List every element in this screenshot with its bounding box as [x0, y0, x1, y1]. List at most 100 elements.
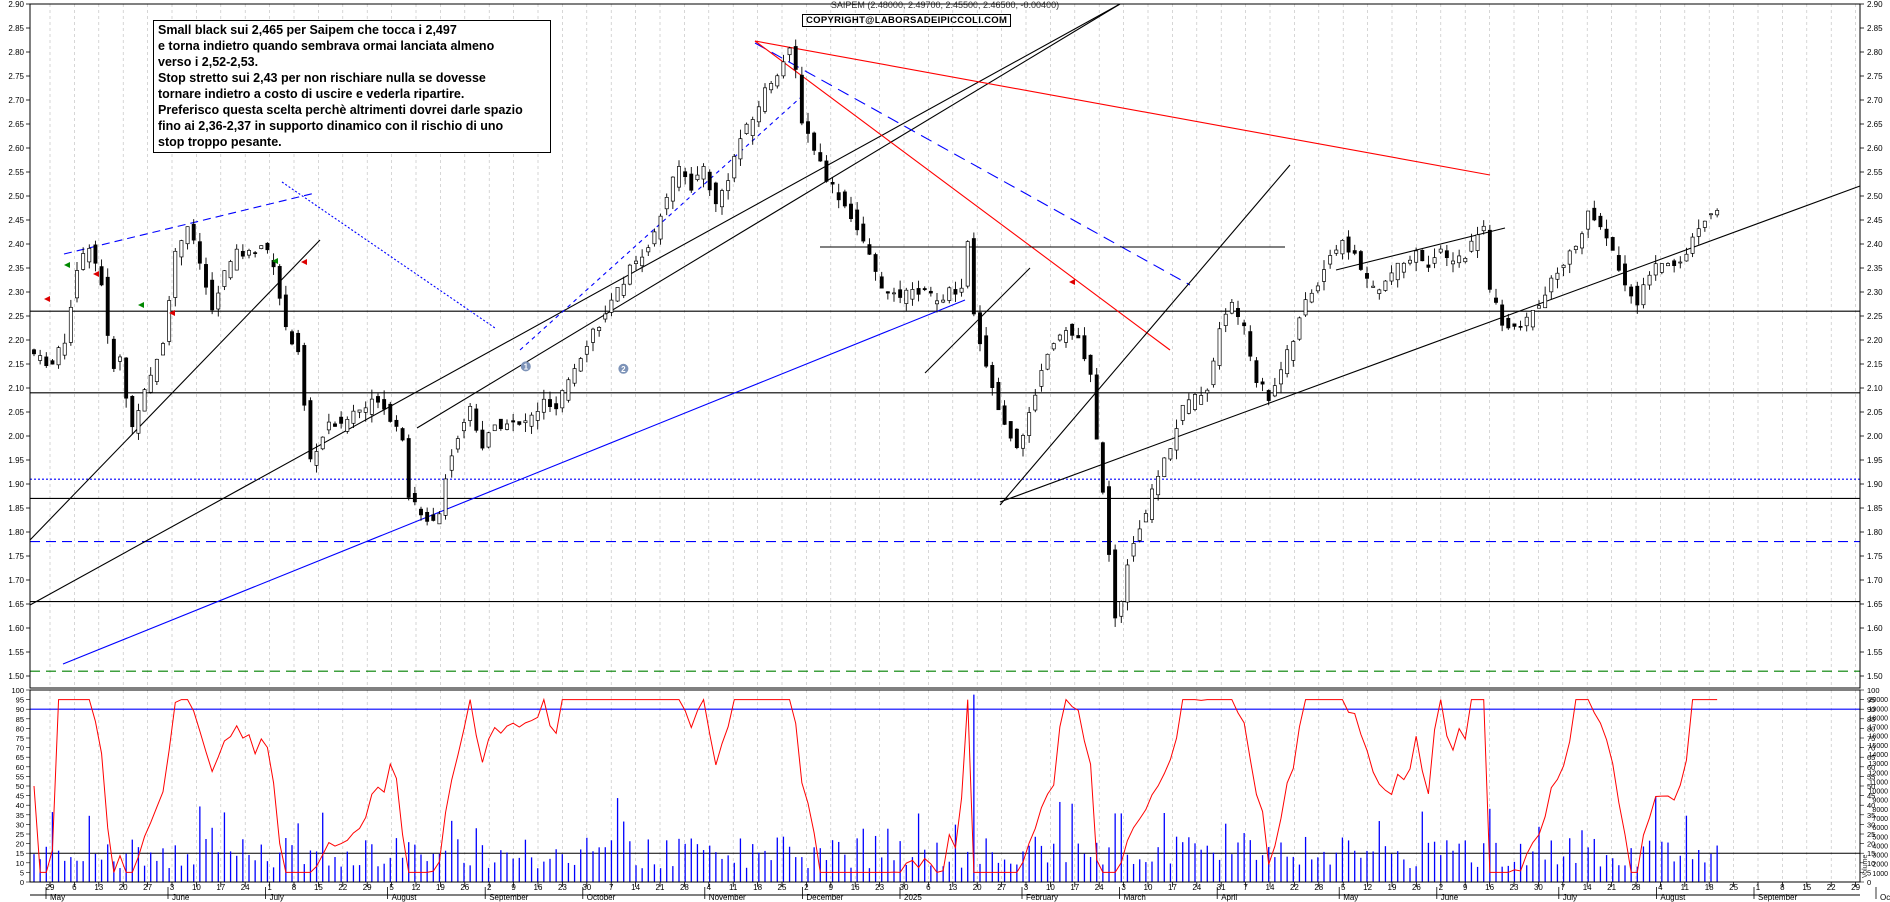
analysis-line: e torna indietro quando sembrava ormai l…: [158, 39, 495, 53]
candle-body: [320, 436, 325, 450]
candle-body: [302, 345, 307, 406]
candle-body: [720, 190, 724, 208]
candle-body: [535, 411, 540, 421]
candle-body: [584, 346, 589, 355]
signal-arrow-icon: [301, 259, 307, 265]
day-tick-label: 13: [94, 883, 103, 892]
candle-body: [1487, 229, 1492, 290]
day-tick-label: 3: [1024, 883, 1029, 892]
day-tick-label: 22: [1290, 883, 1299, 892]
candle-body: [591, 328, 595, 343]
oscillator-tick-label: 65: [16, 753, 24, 762]
candle-body: [1322, 269, 1326, 282]
candle-body: [449, 455, 454, 471]
candle-body: [1561, 264, 1566, 269]
day-tick-label: 19: [1388, 883, 1397, 892]
candle-body: [216, 292, 221, 310]
candle-body: [247, 250, 251, 256]
candle-body: [363, 407, 368, 413]
price-tick-label: 1.70: [1867, 576, 1883, 585]
day-tick-label: 17: [1168, 883, 1177, 892]
oscillator-tick-label: 0: [1867, 878, 1871, 887]
candle-body: [1481, 225, 1486, 232]
day-tick-label: 17: [216, 883, 225, 892]
trend-line: [62, 299, 966, 665]
month-label: 2025: [904, 893, 922, 902]
candle-body: [1414, 250, 1419, 263]
oscillator-tick-label: 45: [1867, 792, 1875, 801]
price-tick-label: 1.70: [8, 576, 24, 585]
oscillator-line: [33, 697, 1718, 873]
candle-body: [677, 166, 681, 188]
day-tick-label: 3: [170, 883, 175, 892]
candle-body: [93, 244, 98, 264]
oscillator-tick-label: 85: [16, 715, 24, 724]
candle-body: [185, 226, 190, 245]
day-tick-label: 2: [1439, 883, 1444, 892]
trend-line: [999, 164, 1291, 506]
candle-body: [1315, 285, 1320, 292]
candle-body: [627, 264, 632, 285]
candle-body: [339, 416, 344, 424]
day-tick-label: 9: [511, 883, 516, 892]
candle-body: [971, 238, 976, 315]
candle-body: [1438, 248, 1443, 253]
candle-body: [369, 398, 374, 415]
day-tick-label: 10: [192, 883, 201, 892]
candle-body: [1205, 389, 1210, 394]
candle-body: [1696, 228, 1701, 237]
oscillator-tick-label: 10: [16, 859, 24, 868]
oscillator-tick-label: 100: [11, 686, 24, 695]
oscillator-series-line: [33, 697, 1718, 873]
signal-arrow-icon: [93, 271, 99, 277]
candle-body: [892, 292, 896, 295]
volume-tick-label: 6000: [1872, 825, 1888, 832]
candle-body: [750, 119, 755, 136]
day-tick-label: 2: [804, 883, 809, 892]
price-tick-label: 2.70: [1867, 96, 1883, 105]
candle-body: [1051, 343, 1056, 350]
oscillator-tick-label: 100: [1867, 686, 1880, 695]
price-tick-label: 2.00: [8, 432, 24, 441]
candle-body: [701, 166, 706, 180]
oscillator-tick-label: 60: [16, 763, 24, 772]
candle-body: [1334, 249, 1339, 254]
candle-body: [443, 478, 448, 516]
volume-tick-label: 19000: [1869, 706, 1889, 713]
candle-body: [953, 289, 958, 295]
candle-body: [1094, 374, 1099, 440]
candle-body: [505, 423, 509, 430]
candle-body: [763, 87, 767, 112]
trend-line: [754, 40, 1171, 351]
candle-body: [1248, 331, 1253, 357]
price-tick-label: 2.20: [8, 336, 24, 345]
candle-body: [38, 355, 43, 361]
candle-body: [812, 132, 817, 151]
day-tick-label: 20: [973, 883, 982, 892]
signal-arrow-icon: [169, 310, 175, 316]
candle-body: [1076, 335, 1081, 339]
volume-tick-label: 5000: [1872, 834, 1888, 841]
candle-body: [830, 181, 835, 185]
candle-body: [1463, 258, 1468, 263]
candle-body: [1199, 395, 1204, 405]
volume-tick-label: 3000: [1872, 853, 1888, 860]
price-tick-label: 2.65: [1867, 120, 1883, 129]
candle-body: [376, 396, 380, 403]
candle-body: [259, 245, 264, 250]
candle-body: [578, 358, 583, 372]
price-tick-label: 2.50: [8, 192, 24, 201]
candle-body: [1702, 220, 1707, 228]
candle-body: [523, 420, 528, 424]
candle-body: [1358, 251, 1363, 270]
day-tick-label: 5: [389, 883, 394, 892]
volume-tick-label: 4000: [1872, 843, 1888, 850]
volume-tick-label: 15000: [1869, 743, 1889, 750]
day-tick-label: 26: [460, 883, 469, 892]
trend-line: [416, 3, 1121, 429]
candle-body: [1131, 543, 1136, 557]
trend-line: [754, 40, 1491, 176]
candle-body: [1162, 457, 1167, 477]
candle-body: [1002, 405, 1007, 425]
